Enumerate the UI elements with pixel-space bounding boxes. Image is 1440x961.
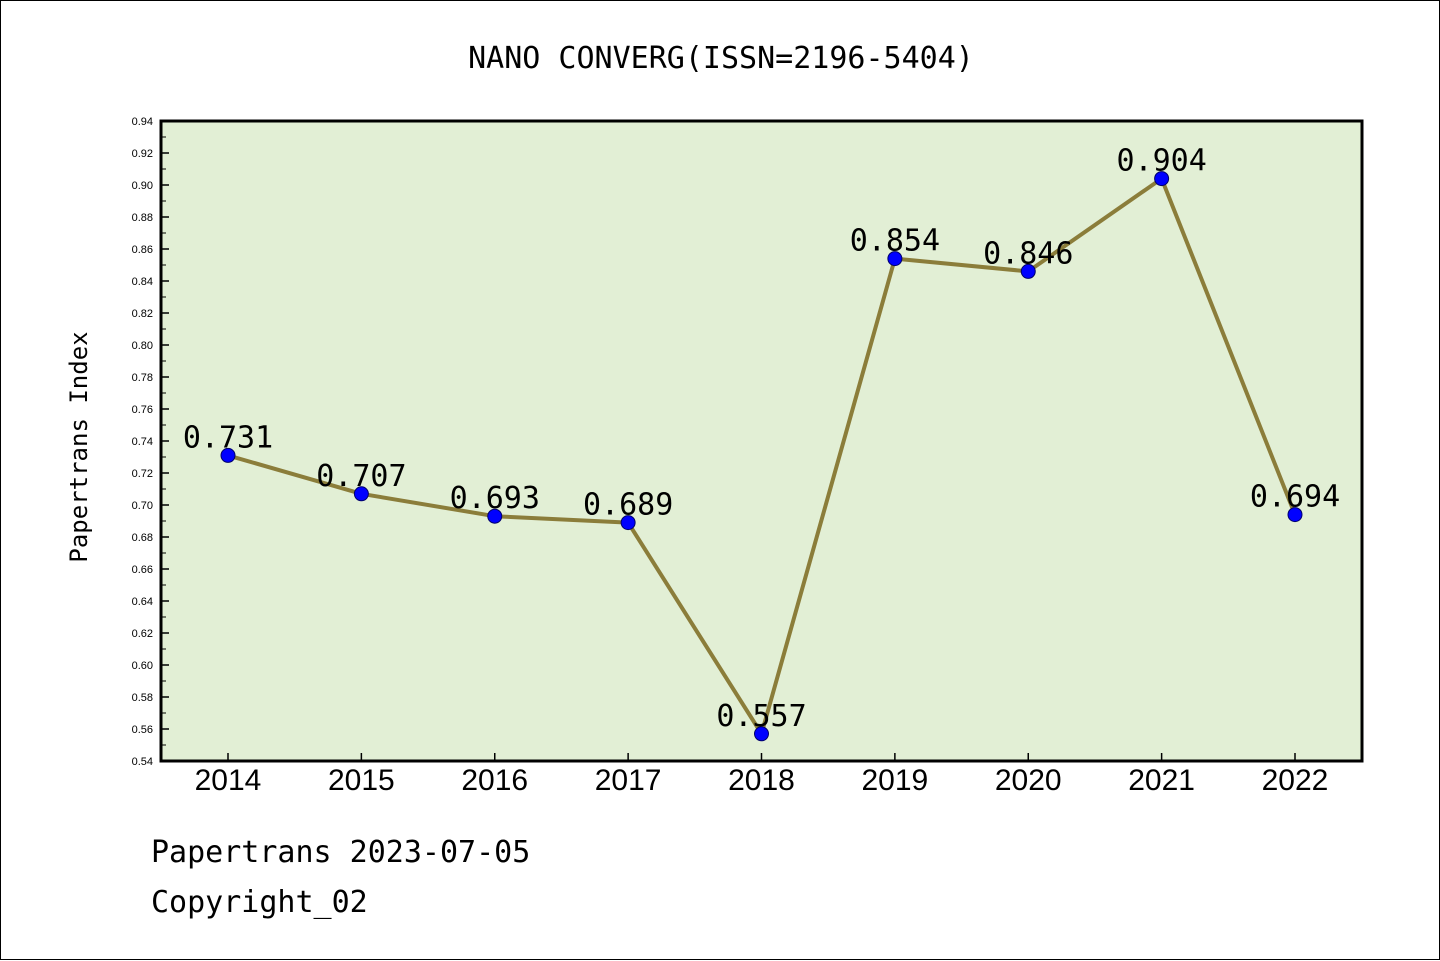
data-label: 0.731 bbox=[183, 420, 273, 455]
y-tick-label: 0.64 bbox=[132, 596, 153, 608]
y-tick-label: 0.88 bbox=[132, 212, 153, 224]
data-label: 0.693 bbox=[450, 481, 540, 516]
data-label: 0.707 bbox=[316, 459, 406, 494]
data-point bbox=[620, 515, 636, 531]
data-label: 0.846 bbox=[983, 236, 1073, 271]
footer-date: Papertrans 2023-07-05 bbox=[151, 835, 531, 870]
data-point bbox=[754, 726, 769, 742]
y-tick-label: 0.62 bbox=[132, 628, 153, 640]
y-tick-label: 0.78 bbox=[132, 372, 153, 384]
series-group bbox=[220, 171, 1303, 742]
data-point bbox=[1020, 263, 1036, 279]
data-point bbox=[353, 486, 369, 502]
data-point bbox=[1154, 171, 1170, 187]
y-tick-label: 0.54 bbox=[132, 756, 153, 768]
y-tick-label: 0.90 bbox=[132, 180, 153, 192]
y-tick-label: 0.94 bbox=[132, 116, 153, 128]
y-axis: 0.54 0.56 0.58 0.60 0.62 0.64 0.66 0.68 0.70 0.72… bbox=[132, 116, 169, 768]
chart-title: NANO CONVERG(ISSN=2196-5404) bbox=[468, 41, 974, 76]
y-tick-label: 0.58 bbox=[132, 692, 153, 704]
y-tick-label: 0.66 bbox=[132, 564, 153, 576]
footer-copyright: Copyright_02 bbox=[151, 885, 368, 920]
y-tick-label: 0.92 bbox=[132, 148, 153, 160]
y-axis-label: Papertrans Index bbox=[65, 331, 93, 562]
y-tick-label: 0.56 bbox=[132, 724, 153, 736]
y-tick-label: 0.86 bbox=[132, 244, 153, 256]
data-point bbox=[1287, 507, 1303, 523]
data-point bbox=[487, 508, 503, 524]
y-tick-label: 0.70 bbox=[132, 500, 153, 512]
x-tick-label: 2015 bbox=[328, 764, 395, 797]
plot-area bbox=[159, 119, 1364, 763]
data-labels: 0.731 0.707 0.693 0.689 0.557 0.854 0.846 0.904… bbox=[183, 144, 1340, 734]
data-label: 0.694 bbox=[1250, 480, 1340, 515]
x-tick-label: 2014 bbox=[195, 764, 262, 797]
y-tick-label: 0.82 bbox=[132, 308, 153, 320]
y-tick-label: 0.68 bbox=[132, 532, 153, 544]
x-tick-label: 2022 bbox=[1262, 764, 1329, 797]
y-tick-label: 0.84 bbox=[132, 276, 153, 288]
x-axis: 2014 2015 2016 2017 2018 2019 2020 2021 2022 bbox=[195, 753, 1329, 797]
x-tick-label: 2016 bbox=[461, 764, 528, 797]
data-label: 0.557 bbox=[716, 699, 806, 734]
x-tick-label: 2020 bbox=[995, 764, 1062, 797]
y-tick-label: 0.80 bbox=[132, 340, 153, 352]
data-label: 0.689 bbox=[583, 488, 673, 523]
y-tick-label: 0.74 bbox=[132, 436, 153, 448]
data-point bbox=[887, 251, 903, 267]
x-tick-label: 2017 bbox=[595, 764, 662, 797]
y-tick-label: 0.60 bbox=[132, 660, 153, 672]
y-tick-label: 0.72 bbox=[132, 468, 153, 480]
x-tick-label: 2018 bbox=[728, 764, 795, 797]
data-label: 0.854 bbox=[850, 224, 940, 259]
y-tick-label: 0.76 bbox=[132, 404, 153, 416]
x-tick-label: 2019 bbox=[862, 764, 929, 797]
x-tick-label: 2021 bbox=[1128, 764, 1195, 797]
data-label: 0.904 bbox=[1116, 144, 1206, 179]
data-point bbox=[220, 447, 236, 463]
